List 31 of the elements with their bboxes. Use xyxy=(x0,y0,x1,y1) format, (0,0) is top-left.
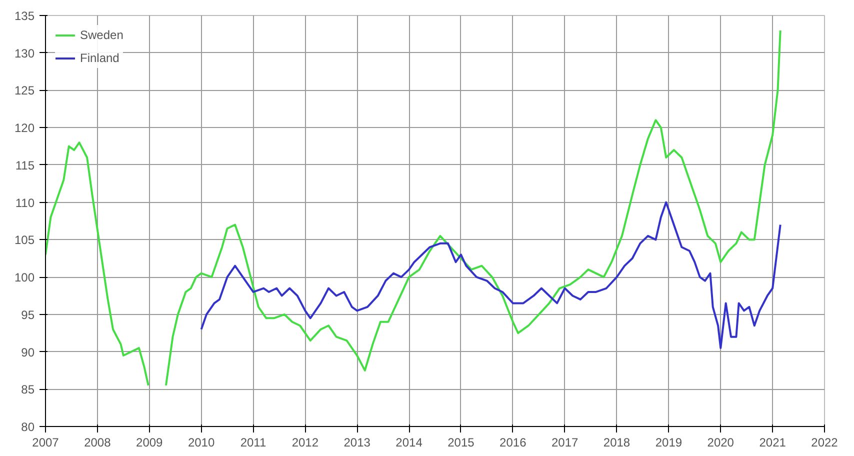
x-tick-label: 2014 xyxy=(396,436,423,450)
y-tick-label: 130 xyxy=(14,46,35,60)
legend-label: Finland xyxy=(80,51,120,65)
x-tick-label: 2008 xyxy=(84,436,112,450)
x-tick-label: 2012 xyxy=(292,436,319,450)
x-tick-label: 2017 xyxy=(551,436,579,450)
y-tick-label: 105 xyxy=(14,233,35,248)
y-tick-label: 95 xyxy=(21,308,35,322)
x-tick-label: 2018 xyxy=(603,436,630,450)
legend-label: Sweden xyxy=(80,28,124,42)
y-tick-label: 110 xyxy=(15,196,35,210)
x-tick-label: 2021 xyxy=(759,436,786,450)
y-tick-label: 85 xyxy=(21,382,35,397)
y-tick-label: 115 xyxy=(15,158,35,172)
line-series xyxy=(200,201,782,350)
x-tick-label: 2010 xyxy=(188,436,215,450)
x-tick-label: 2009 xyxy=(136,436,164,450)
y-tick-label: 135 xyxy=(14,9,35,23)
x-tick-label: 2019 xyxy=(655,436,682,450)
x-tick-label: 2022 xyxy=(811,436,838,450)
x-tick-label: 2016 xyxy=(500,436,527,450)
x-tick-label: 2020 xyxy=(707,436,734,450)
x-tick-label: 2015 xyxy=(448,436,475,450)
y-tick-label: 90 xyxy=(21,345,35,360)
y-tick-label: 80 xyxy=(21,420,35,434)
x-tick-label: 2013 xyxy=(344,436,371,450)
y-tick-label: 100 xyxy=(14,270,35,285)
y-tick-label: 125 xyxy=(14,84,35,98)
y-tick-label: 120 xyxy=(14,121,35,136)
x-tick-label: 2007 xyxy=(32,436,60,450)
x-tick-label: 2011 xyxy=(240,436,266,450)
